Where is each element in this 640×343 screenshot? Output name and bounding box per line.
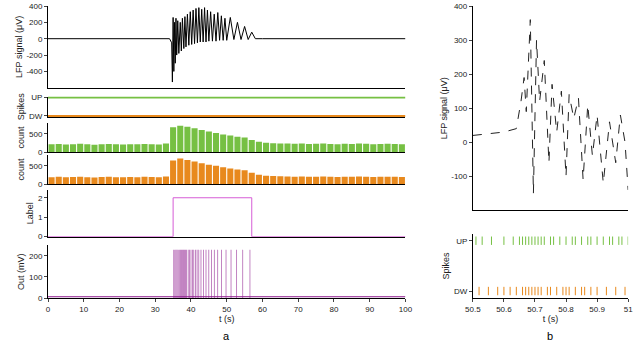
svg-text:100: 100 — [454, 104, 468, 113]
svg-text:DW: DW — [454, 287, 468, 296]
svg-text:-100: -100 — [451, 172, 468, 181]
svg-text:DW: DW — [29, 112, 43, 121]
svg-text:0: 0 — [38, 232, 43, 241]
svg-text:0: 0 — [38, 148, 43, 157]
svg-text:30: 30 — [151, 305, 160, 314]
svg-text:UP: UP — [31, 93, 42, 102]
svg-text:20: 20 — [115, 305, 124, 314]
svg-text:Label: Label — [25, 202, 35, 224]
svg-text:200: 200 — [29, 18, 43, 27]
svg-text:Spikes: Spikes — [441, 252, 451, 280]
svg-text:90: 90 — [365, 305, 374, 314]
svg-text:400: 400 — [454, 2, 468, 11]
svg-text:40: 40 — [187, 305, 196, 314]
svg-text:80: 80 — [330, 305, 339, 314]
svg-text:500: 500 — [29, 130, 43, 139]
svg-text:200: 200 — [454, 70, 468, 79]
svg-text:Out (mV): Out (mV) — [16, 253, 26, 290]
svg-text:0: 0 — [463, 138, 468, 147]
svg-text:0: 0 — [46, 305, 51, 314]
svg-text:200: 200 — [29, 252, 43, 261]
svg-text:100: 100 — [399, 305, 413, 314]
svg-text:0: 0 — [38, 35, 43, 44]
svg-text:500: 500 — [29, 162, 43, 171]
svg-text:50.6: 50.6 — [496, 305, 512, 314]
svg-text:count: count — [16, 126, 26, 149]
svg-text:1: 1 — [38, 213, 43, 222]
svg-text:-400: -400 — [26, 67, 43, 76]
svg-text:UP: UP — [456, 237, 467, 246]
svg-text:Spikes: Spikes — [16, 93, 26, 121]
svg-text:60: 60 — [258, 305, 267, 314]
svg-text:-200: -200 — [26, 51, 43, 60]
svg-text:400: 400 — [29, 2, 43, 11]
svg-text:LFP signal (μV): LFP signal (μV) — [439, 77, 449, 139]
svg-text:300: 300 — [454, 36, 468, 45]
svg-text:t (s): t (s) — [543, 314, 559, 324]
svg-text:50.5: 50.5 — [465, 305, 481, 314]
svg-text:70: 70 — [294, 305, 303, 314]
svg-text:51: 51 — [624, 305, 633, 314]
svg-text:t (s): t (s) — [219, 314, 235, 324]
svg-text:b: b — [547, 330, 553, 342]
svg-text:50: 50 — [222, 305, 231, 314]
svg-text:50.7: 50.7 — [527, 305, 543, 314]
svg-text:0: 0 — [38, 294, 43, 303]
svg-text:10: 10 — [79, 305, 88, 314]
svg-text:0: 0 — [38, 180, 43, 189]
svg-text:count: count — [16, 158, 26, 181]
svg-text:2: 2 — [38, 194, 43, 203]
svg-text:50.8: 50.8 — [558, 305, 574, 314]
svg-text:a: a — [223, 330, 230, 342]
svg-text:100: 100 — [29, 273, 43, 282]
svg-text:LFP signal (μV): LFP signal (μV) — [14, 16, 24, 78]
svg-text:50.9: 50.9 — [589, 305, 605, 314]
